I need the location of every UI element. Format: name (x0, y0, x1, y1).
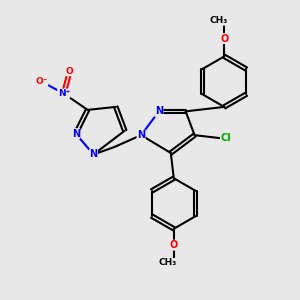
Text: O: O (220, 34, 228, 44)
Text: Cl: Cl (220, 133, 231, 143)
Text: N: N (72, 129, 80, 139)
Text: CH₃: CH₃ (209, 16, 227, 25)
Text: N: N (155, 106, 163, 116)
Text: O: O (170, 240, 178, 250)
Text: O: O (66, 67, 74, 76)
Text: CH₃: CH₃ (159, 258, 177, 267)
Text: N: N (137, 130, 145, 140)
Text: N: N (89, 149, 98, 160)
Text: O⁻: O⁻ (35, 77, 48, 86)
Text: N⁺: N⁺ (58, 89, 70, 98)
